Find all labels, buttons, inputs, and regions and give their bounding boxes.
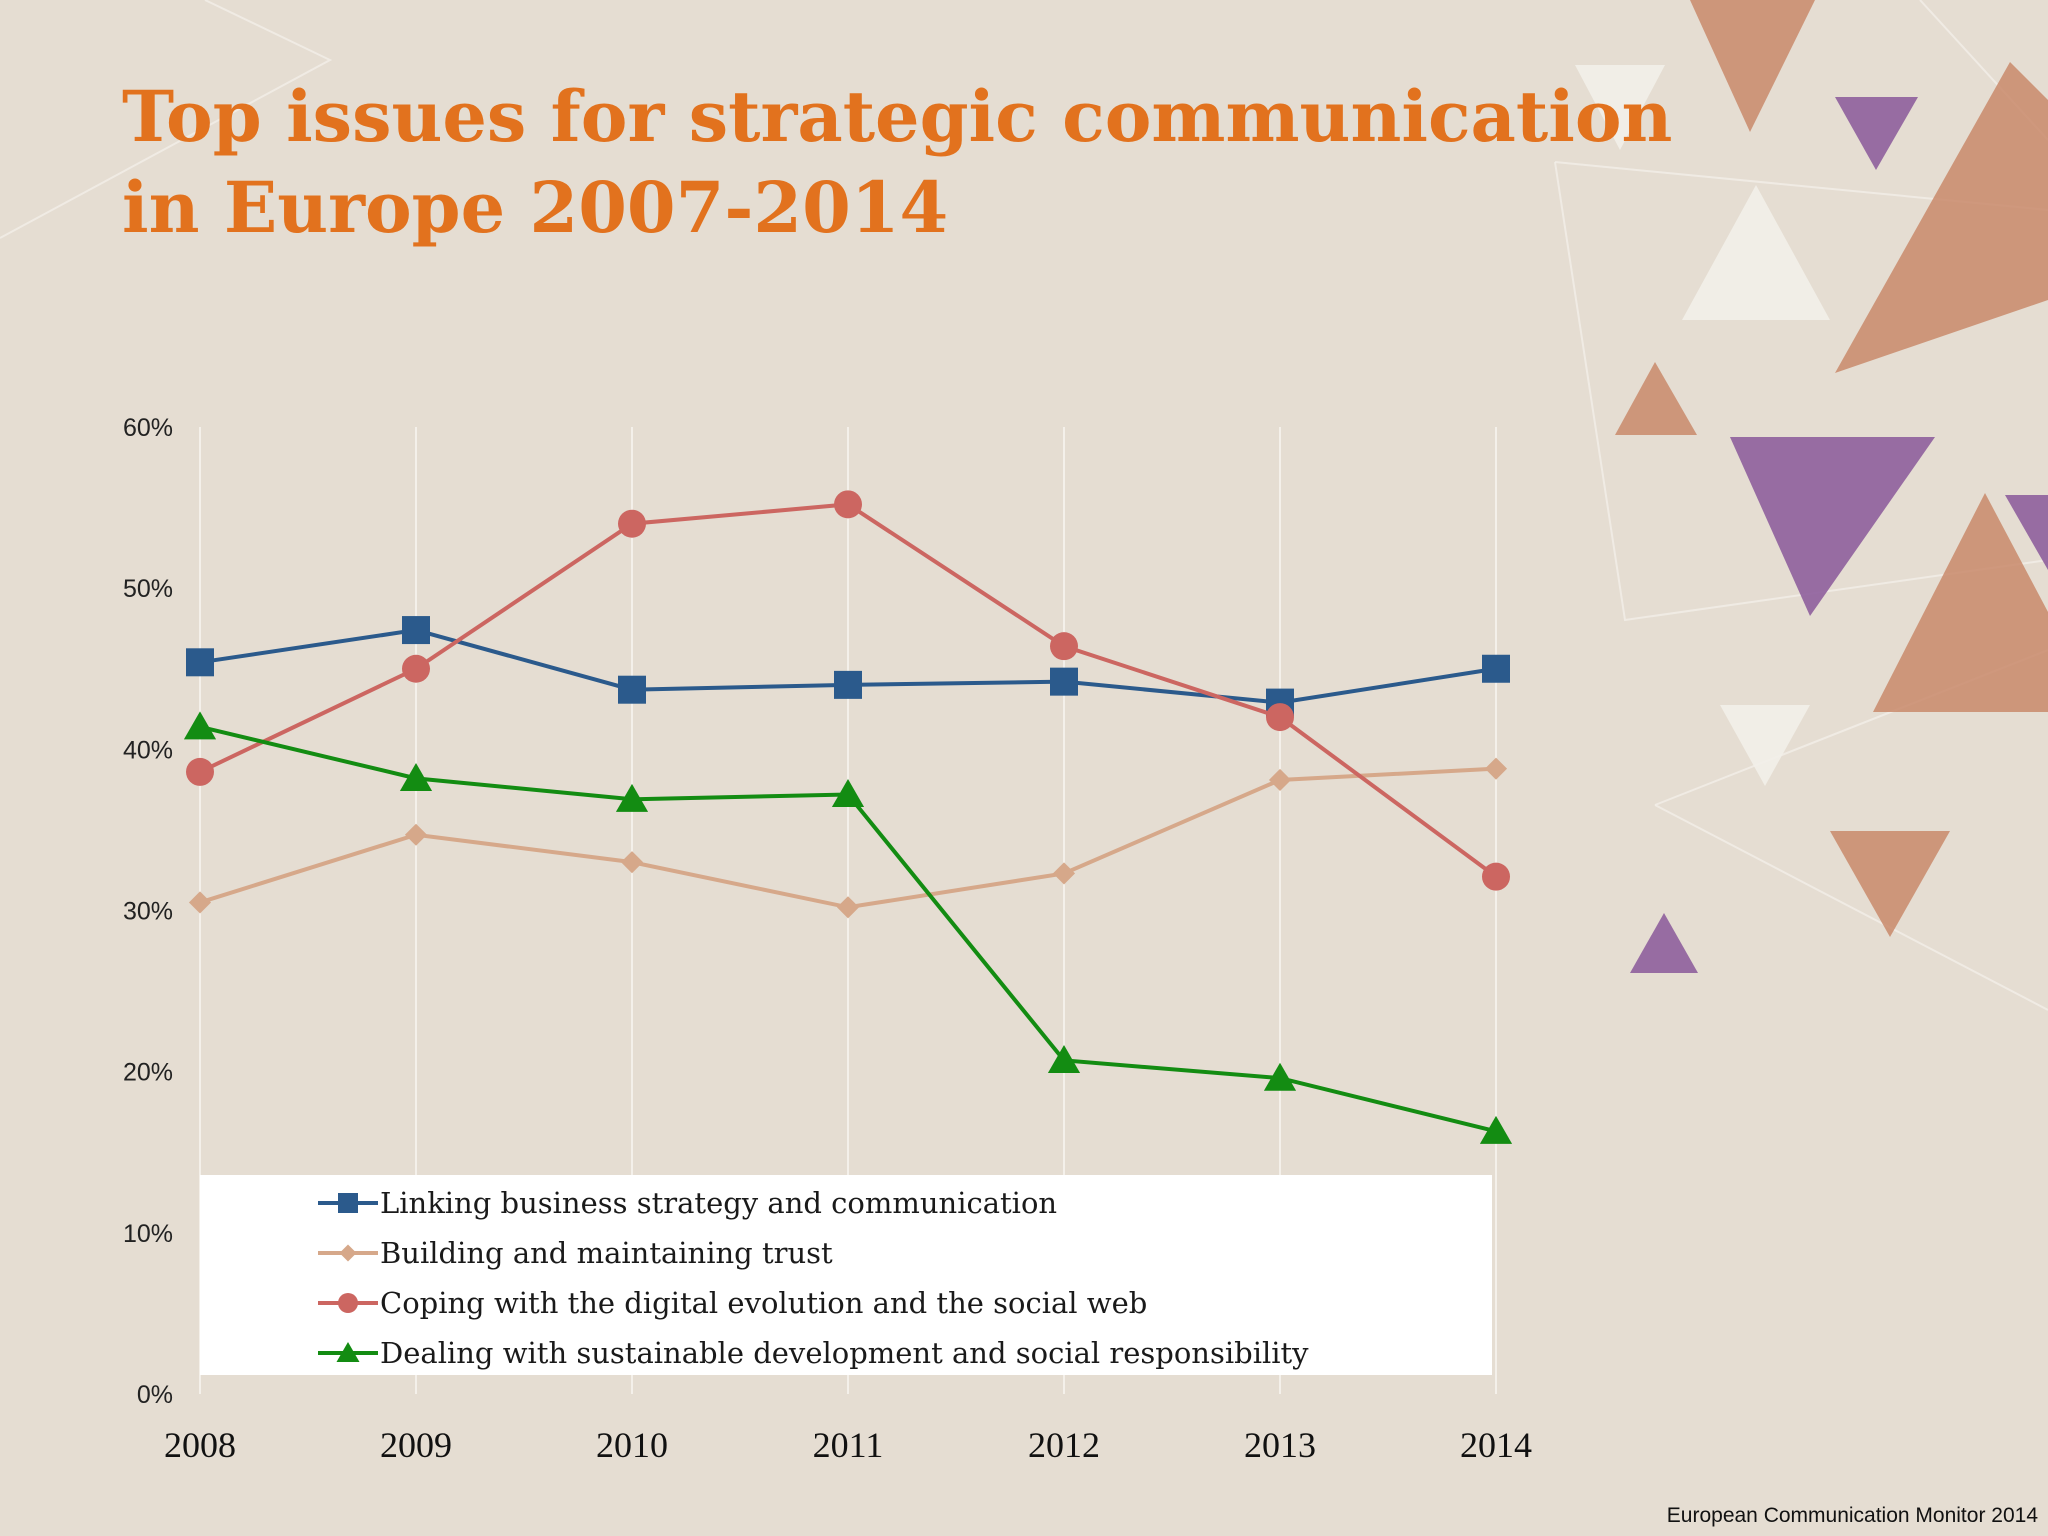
data-point-diamond (1484, 757, 1508, 780)
data-point-diamond (836, 896, 860, 919)
data-point-triangle (1047, 1044, 1081, 1073)
data-point-triangle (336, 1342, 360, 1362)
y-tick-label: 60% (123, 414, 173, 442)
chart-title-line-1: Top issues for strategic communication (122, 75, 1673, 158)
data-point-circle (338, 1293, 358, 1313)
y-tick-label: 10% (123, 1220, 173, 1248)
data-point-circle (618, 509, 646, 538)
data-point-circle (1266, 703, 1294, 732)
y-tick-label: 0% (137, 1381, 173, 1409)
series-2 (186, 490, 1510, 891)
data-point-triangle (615, 783, 649, 812)
legend: Linking business strategy and communicat… (200, 1175, 1492, 1375)
x-tick-label: 2008 (164, 1425, 236, 1465)
data-point-square (1050, 667, 1078, 696)
y-tick-label: 20% (123, 1059, 173, 1087)
data-point-diamond (339, 1244, 357, 1262)
legend-label: Dealing with sustainable development and… (380, 1336, 1309, 1370)
x-tick-label: 2009 (380, 1425, 452, 1465)
chart-title-line-2: in Europe 2007-2014 (122, 166, 949, 249)
x-axis-tick-labels: 2008 2009 2010 2011 2012 2013 2014 (164, 1425, 1532, 1465)
data-point-triangle (399, 762, 433, 791)
series-3 (183, 711, 1513, 1144)
legend-label: Linking business strategy and communicat… (380, 1186, 1057, 1220)
data-point-diamond (404, 823, 428, 846)
data-point-square (186, 648, 214, 677)
x-tick-label: 2014 (1460, 1425, 1532, 1465)
data-point-circle (186, 757, 214, 786)
legend-label: Building and maintaining trust (380, 1236, 833, 1270)
series-group (183, 490, 1513, 1144)
y-tick-label: 30% (123, 898, 173, 926)
data-point-circle (1050, 632, 1078, 661)
series-1 (188, 757, 1508, 919)
data-point-triangle (183, 711, 217, 740)
data-point-diamond (1052, 862, 1076, 885)
y-axis-tick-labels: 0% 10% 20% 30% 40% 50% 60% (123, 414, 173, 1409)
data-point-diamond (188, 891, 212, 914)
y-tick-label: 50% (123, 575, 173, 603)
x-tick-label: 2013 (1244, 1425, 1316, 1465)
series-0 (186, 616, 1510, 717)
x-tick-label: 2011 (813, 1425, 884, 1465)
source-note: European Communication Monitor 2014 (1666, 1504, 2038, 1527)
data-point-square (338, 1193, 358, 1213)
data-point-triangle (831, 779, 865, 808)
data-point-square (618, 675, 646, 704)
data-point-diamond (620, 851, 644, 874)
data-point-square (402, 616, 430, 645)
data-point-square (1482, 654, 1510, 683)
legend-box (200, 1175, 1492, 1375)
x-tick-label: 2012 (1028, 1425, 1100, 1465)
data-point-triangle (1479, 1115, 1513, 1144)
data-point-diamond (1268, 768, 1292, 792)
x-tick-label: 2010 (596, 1425, 668, 1465)
y-tick-label: 40% (123, 736, 173, 764)
data-point-circle (402, 654, 430, 683)
data-point-triangle (1263, 1062, 1297, 1091)
data-point-circle (1482, 862, 1510, 891)
legend-label: Coping with the digital evolution and th… (380, 1286, 1147, 1320)
data-point-circle (834, 490, 862, 519)
data-point-square (834, 670, 862, 699)
